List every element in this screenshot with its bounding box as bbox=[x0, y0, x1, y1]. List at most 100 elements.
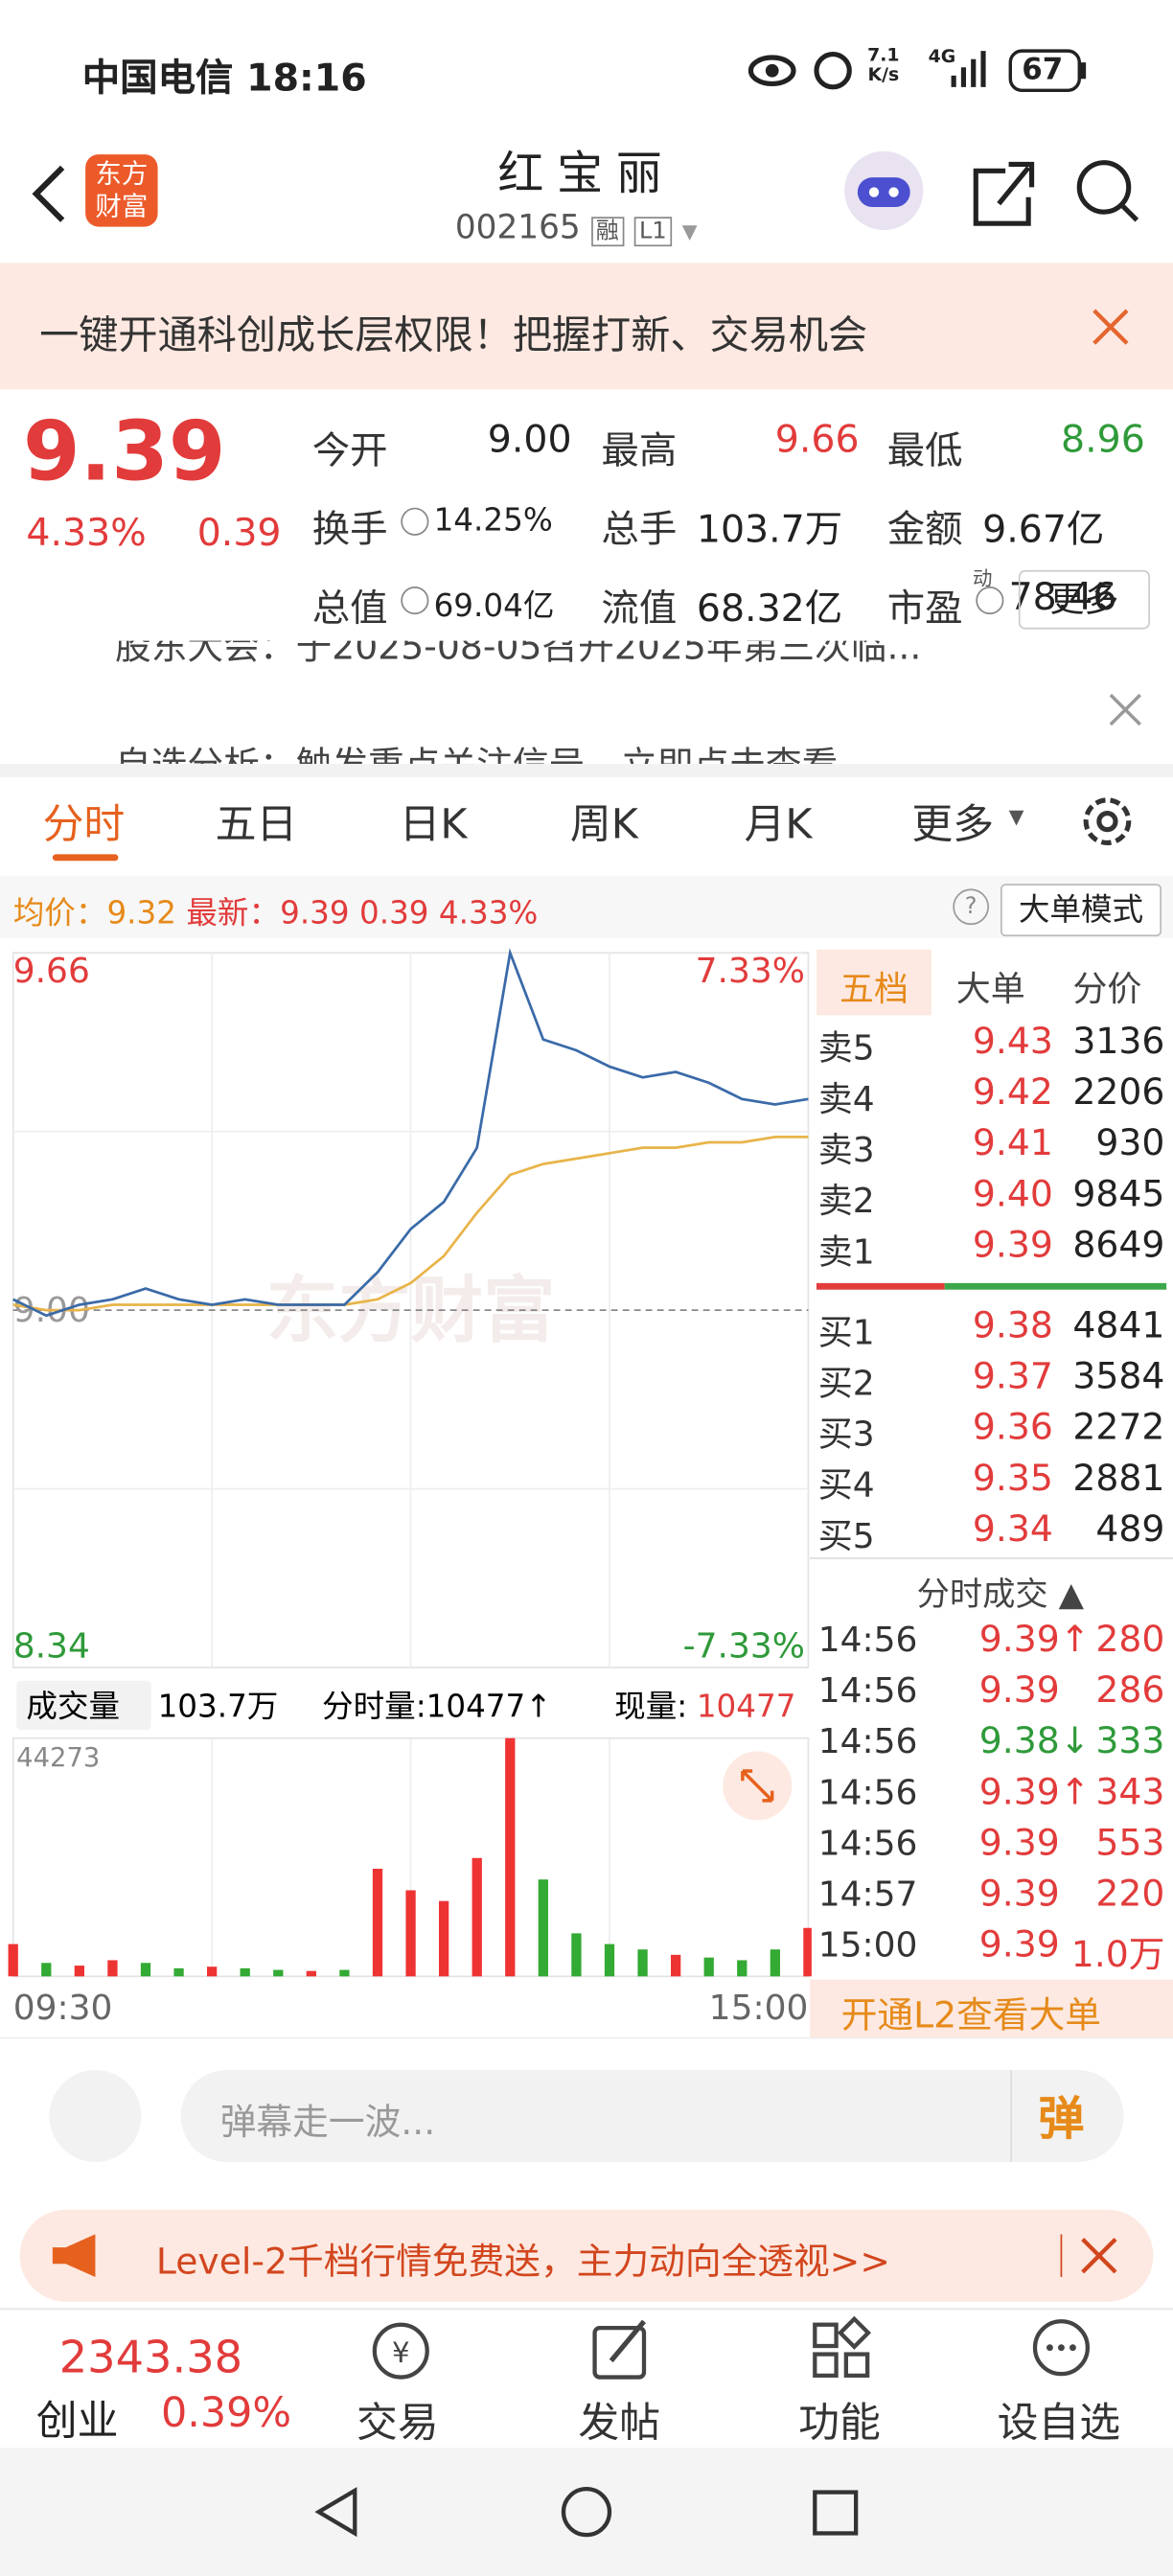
back-button[interactable] bbox=[23, 161, 72, 227]
info-line: 均价：9.32 最新：9.39 0.39 4.33% bbox=[13, 888, 539, 932]
system-nav-icons[interactable] bbox=[0, 2448, 1173, 2576]
mode-button[interactable]: 大单模式 bbox=[1000, 884, 1162, 937]
banner-close[interactable] bbox=[1090, 306, 1133, 349]
info-icon bbox=[401, 507, 429, 536]
carrier: 中国电信 bbox=[81, 58, 234, 101]
stock-code: 002165 bbox=[454, 207, 581, 247]
header-icons[interactable] bbox=[841, 150, 1154, 234]
field-label: 总值 bbox=[311, 587, 388, 632]
trade-volume: 280 bbox=[1095, 1620, 1165, 1662]
tab[interactable]: 更多 bbox=[911, 799, 995, 848]
field-value: 68.32亿 bbox=[696, 587, 843, 632]
volume-bar bbox=[505, 1737, 516, 1977]
index-name[interactable]: 创业 bbox=[35, 2397, 119, 2445]
field-label: 流值 bbox=[601, 587, 678, 632]
field-label: 最高 bbox=[601, 430, 678, 473]
news-item[interactable]: 自选分析：触发重点关注信号，立即点击查看 bbox=[115, 736, 838, 764]
ob-tab[interactable]: 大单 bbox=[955, 969, 1025, 1009]
ad-close[interactable] bbox=[1060, 2234, 1126, 2278]
nav-item[interactable]: 功能 bbox=[798, 2398, 881, 2447]
trades-title[interactable]: 分时成交 ▲ bbox=[916, 1574, 1085, 1614]
tab[interactable]: 分时 bbox=[42, 799, 126, 848]
field-value: 14.25% bbox=[433, 502, 553, 540]
ob-tab[interactable]: 分价 bbox=[1072, 969, 1142, 1009]
field-label: 换手 bbox=[311, 509, 388, 553]
volume-tick-label: 44273 bbox=[16, 1743, 100, 1773]
comment-input[interactable] bbox=[180, 2070, 1124, 2163]
current-value: 10477 bbox=[697, 1688, 796, 1724]
nav-item[interactable]: 交易 bbox=[356, 2398, 439, 2447]
clock: 18:16 bbox=[246, 58, 367, 101]
ad-text[interactable]: Level-2千档行情免费送，主力动向全透视>> bbox=[155, 2242, 890, 2284]
speed-unit: K/s bbox=[867, 63, 900, 86]
comment-send[interactable]: 弹 bbox=[1038, 2091, 1085, 2146]
ob-volume: 2272 bbox=[1072, 1408, 1165, 1450]
svg-text:¥: ¥ bbox=[392, 2336, 410, 2369]
field-label: 最低 bbox=[886, 430, 963, 473]
trades-title-text: 分时成交 bbox=[916, 1574, 1048, 1614]
volume-bar bbox=[372, 1869, 383, 1977]
l2-text[interactable]: 开通L2查看大单 bbox=[840, 1995, 1102, 2037]
ad-bar[interactable] bbox=[19, 2209, 1154, 2302]
tag: 融 bbox=[590, 217, 624, 247]
nav-item[interactable]: 发帖 bbox=[578, 2398, 661, 2447]
field-label: 今开 bbox=[311, 430, 388, 473]
price-line bbox=[12, 948, 809, 1318]
ob-price: 9.36 bbox=[972, 1408, 1053, 1450]
y-tick-label: 8.34 bbox=[13, 1627, 90, 1667]
y2-tick-label: -7.33% bbox=[683, 1627, 805, 1667]
info-change: 0.39 bbox=[359, 895, 429, 932]
nav-item[interactable]: 设自选 bbox=[997, 2398, 1121, 2447]
trade-time: 15:00 bbox=[817, 1925, 918, 1966]
tab-indicator bbox=[52, 854, 119, 862]
change: 0.39 bbox=[196, 512, 282, 556]
ob-label: 卖4 bbox=[817, 1079, 875, 1119]
ob-tab[interactable]: 五档 bbox=[840, 969, 909, 1009]
divider bbox=[0, 2308, 1173, 2311]
ad-icon bbox=[52, 2234, 96, 2278]
field-value: 78.46 bbox=[1008, 576, 1117, 620]
ob-label: 买1 bbox=[817, 1312, 875, 1352]
banner-text[interactable]: 一键开通科创成长层权限！把握打新、交易机会 bbox=[39, 311, 868, 358]
index-value[interactable]: 2343.38 bbox=[58, 2333, 243, 2384]
settings[interactable] bbox=[1078, 792, 1138, 851]
index-pct[interactable]: 0.39% bbox=[161, 2388, 292, 2437]
news-close[interactable] bbox=[1107, 692, 1143, 728]
expand-icon bbox=[741, 1769, 774, 1803]
ob-price: 9.41 bbox=[972, 1123, 1053, 1165]
divider bbox=[0, 2036, 1173, 2039]
comment-placeholder[interactable]: 弹幕走一波... bbox=[219, 2103, 436, 2145]
volume-bar bbox=[306, 1970, 317, 1977]
danmaku-toggle[interactable] bbox=[49, 2070, 142, 2163]
volume-bar bbox=[74, 1966, 85, 1977]
volume-bar bbox=[803, 1927, 812, 1977]
trade-time: 14:56 bbox=[817, 1721, 918, 1761]
ob-label: 卖1 bbox=[817, 1231, 875, 1272]
volume-label: 成交量 bbox=[26, 1688, 120, 1724]
trade-volume: 343 bbox=[1095, 1772, 1165, 1814]
news-item[interactable]: 股东大会：于2025-08-05召开2025年第三次临... bbox=[115, 640, 922, 669]
banner[interactable] bbox=[0, 263, 1173, 390]
volume-total: 103.7万 bbox=[158, 1688, 279, 1724]
field-value: 8.96 bbox=[1061, 419, 1145, 462]
help-icon[interactable]: ? bbox=[953, 888, 990, 926]
tab[interactable]: 日K bbox=[399, 799, 468, 848]
volume-period: 分时量:10477↑ bbox=[322, 1688, 552, 1724]
x-tick-label: 09:30 bbox=[13, 1989, 113, 2028]
tab[interactable]: 月K bbox=[744, 799, 813, 848]
ob-label: 卖3 bbox=[817, 1130, 875, 1170]
battery: 67 bbox=[1022, 52, 1064, 87]
volume-bar bbox=[538, 1879, 549, 1977]
field-value: 9.66 bbox=[774, 419, 860, 462]
tab[interactable]: 五日 bbox=[215, 799, 298, 848]
field-label: 总手 bbox=[601, 509, 678, 553]
more-button[interactable]: 更多 bbox=[1018, 569, 1151, 630]
tab[interactable]: 周K bbox=[569, 799, 638, 848]
field-value: 9.00 bbox=[487, 419, 572, 462]
volume-bar bbox=[41, 1963, 52, 1977]
trade-price: 9.39↑ bbox=[978, 1620, 1091, 1662]
ob-volume: 930 bbox=[1095, 1123, 1165, 1165]
trade-volume: 333 bbox=[1095, 1721, 1165, 1763]
ob-price: 9.38 bbox=[972, 1305, 1053, 1347]
l2-bar[interactable] bbox=[810, 1979, 1173, 2039]
